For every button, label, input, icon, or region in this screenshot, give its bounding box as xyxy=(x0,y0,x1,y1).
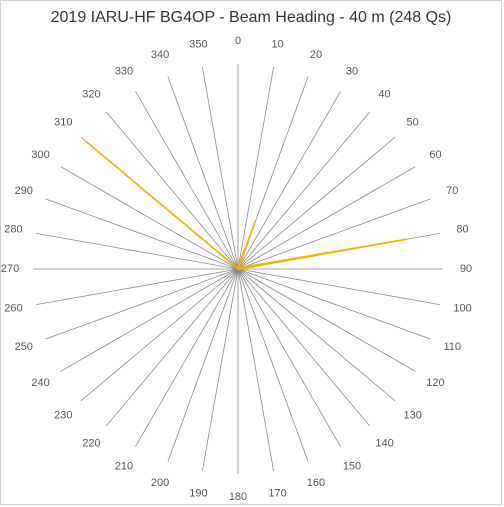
angle-label-100: 100 xyxy=(453,303,471,315)
angle-label-190: 190 xyxy=(189,488,207,500)
angle-label-340: 340 xyxy=(151,49,169,61)
angle-label-70: 70 xyxy=(446,185,458,197)
spoke-340 xyxy=(167,76,239,270)
angle-label-170: 170 xyxy=(268,488,286,500)
angle-label-80: 80 xyxy=(456,223,468,235)
angle-label-230: 230 xyxy=(54,410,72,422)
spoke-250 xyxy=(45,268,239,340)
angle-label-150: 150 xyxy=(343,460,361,472)
angle-label-120: 120 xyxy=(426,377,444,389)
spoke-200 xyxy=(167,268,239,462)
angle-label-210: 210 xyxy=(115,460,133,472)
angle-label-320: 320 xyxy=(82,88,100,100)
spoke-40 xyxy=(237,111,371,270)
angle-label-330: 330 xyxy=(115,66,133,78)
spoke-100 xyxy=(237,268,440,305)
spoke-300 xyxy=(60,166,239,270)
spoke-160 xyxy=(237,268,309,462)
spoke-280 xyxy=(36,233,239,270)
angle-tick-labels: 0 10 20 30 40 50 60 70 80 90 100 110 120 130 140 150 160… xyxy=(1,35,472,503)
series-area-0 xyxy=(85,140,408,271)
angle-label-310: 310 xyxy=(54,116,72,128)
spoke-110 xyxy=(237,268,431,340)
chart-title: 2019 IARU-HF BG4OP - Beam Heading - 40 m… xyxy=(50,9,452,26)
angle-label-130: 130 xyxy=(403,410,421,422)
angle-label-50: 50 xyxy=(407,116,419,128)
spoke-170 xyxy=(237,268,274,471)
spoke-60 xyxy=(237,166,416,270)
spoke-210 xyxy=(135,268,239,447)
spoke-240 xyxy=(60,268,239,372)
spoke-320 xyxy=(105,111,239,270)
spoke-150 xyxy=(237,268,341,447)
angle-label-20: 20 xyxy=(310,49,322,61)
angle-label-10: 10 xyxy=(271,38,283,50)
spoke-260 xyxy=(36,268,239,305)
angle-label-220: 220 xyxy=(82,438,100,450)
angle-label-30: 30 xyxy=(346,66,358,78)
angle-label-90: 90 xyxy=(460,263,472,275)
angle-label-60: 60 xyxy=(429,149,441,161)
spoke-50 xyxy=(237,136,396,270)
spoke-290 xyxy=(45,198,239,270)
angle-label-270: 270 xyxy=(1,263,19,275)
angle-label-280: 280 xyxy=(4,223,22,235)
spoke-220 xyxy=(105,268,239,427)
spoke-330 xyxy=(135,91,239,270)
spoke-350 xyxy=(202,67,239,270)
angle-label-250: 250 xyxy=(15,341,33,353)
spoke-70 xyxy=(237,198,431,270)
angle-label-40: 40 xyxy=(378,88,390,100)
angle-label-160: 160 xyxy=(307,477,325,489)
spoke-30 xyxy=(237,91,341,270)
angle-label-200: 200 xyxy=(151,477,169,489)
spoke-230 xyxy=(80,268,239,402)
angle-label-240: 240 xyxy=(31,377,49,389)
angle-label-0: 0 xyxy=(235,35,241,47)
angle-label-110: 110 xyxy=(443,341,461,353)
angle-label-260: 260 xyxy=(4,303,22,315)
angle-label-300: 300 xyxy=(31,149,49,161)
spoke-140 xyxy=(237,268,371,427)
series-layer xyxy=(85,140,408,271)
angle-label-140: 140 xyxy=(375,438,393,450)
spoke-120 xyxy=(237,268,416,372)
spoke-130 xyxy=(237,268,396,402)
spoke-190 xyxy=(202,268,239,471)
angle-label-290: 290 xyxy=(15,185,33,197)
angle-label-350: 350 xyxy=(189,38,207,50)
angle-label-180: 180 xyxy=(229,491,247,503)
spoke-10 xyxy=(237,67,274,270)
radial-spokes xyxy=(33,64,443,474)
